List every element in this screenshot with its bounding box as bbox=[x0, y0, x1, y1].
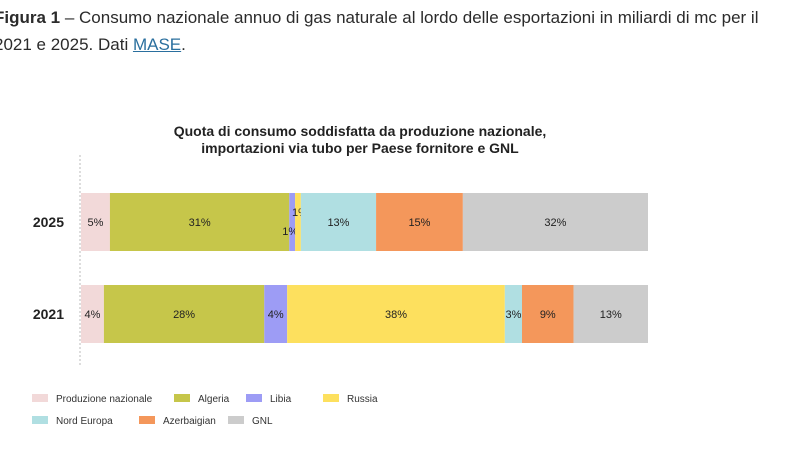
category-label-2021: 2021 bbox=[33, 306, 64, 322]
figure-caption: Figura 1 – Consumo nazionale annuo di ga… bbox=[0, 4, 794, 58]
bar-2021-azerbaigian bbox=[522, 285, 574, 343]
bar-2021-libia bbox=[264, 285, 288, 343]
value-label-2021-produzione-nazionale: 4% bbox=[85, 309, 101, 321]
value-label-2025-gnl: 32% bbox=[544, 217, 566, 229]
bar-2021-produzione-nazionale bbox=[81, 285, 104, 343]
value-label-2021-russia: 38% bbox=[385, 309, 407, 321]
legend-swatch-nord-europa bbox=[32, 416, 48, 424]
bar-2025-produzione-nazionale bbox=[81, 193, 110, 251]
bar-2025-algeria bbox=[109, 193, 290, 251]
legend-label-gnl: GNL bbox=[252, 416, 273, 427]
legend-swatch-azerbaigian bbox=[139, 416, 155, 424]
chart-title-line-2: importazioni via tubo per Paese fornitor… bbox=[201, 140, 519, 156]
bar-2021-russia bbox=[287, 285, 505, 343]
legend-label-libia: Libia bbox=[270, 394, 292, 405]
figure-text: Consumo nazionale annuo di gas naturale … bbox=[0, 8, 759, 54]
legend-swatch-libia bbox=[246, 394, 262, 402]
figure-end: . bbox=[181, 35, 186, 54]
value-label-2021-gnl: 13% bbox=[600, 309, 622, 321]
value-label-2025-libia: 1% bbox=[282, 226, 298, 238]
bar-2025-libia bbox=[289, 193, 296, 251]
bar-2025-nord-europa bbox=[300, 193, 377, 251]
bar-2025-gnl bbox=[462, 193, 648, 251]
category-label-2025: 2025 bbox=[33, 214, 64, 230]
value-label-2021-azerbaigian: 9% bbox=[540, 309, 556, 321]
bar-2021-gnl bbox=[573, 285, 648, 343]
legend-label-russia: Russia bbox=[347, 394, 378, 405]
value-label-2021-libia: 4% bbox=[268, 309, 284, 321]
chart-title-line-1: Quota di consumo soddisfatta da produzio… bbox=[174, 123, 547, 139]
value-label-2025-azerbaigian: 15% bbox=[408, 217, 430, 229]
bar-2025-russia bbox=[295, 193, 301, 251]
legend: Produzione nazionale Algeria Libia Russia No… bbox=[32, 394, 378, 427]
legend-label-produzione-nazionale: Produzione nazionale bbox=[56, 394, 153, 405]
figure-dash: – bbox=[60, 8, 80, 27]
bar-2025-azerbaigian bbox=[376, 193, 463, 251]
value-label-2025-nord-europa: 13% bbox=[327, 217, 349, 229]
bar-2021-algeria bbox=[103, 285, 265, 343]
bar-2021-nord-europa bbox=[504, 285, 522, 343]
value-label-2021-algeria: 28% bbox=[173, 309, 195, 321]
value-label-2025-algeria: 31% bbox=[189, 217, 211, 229]
figure-label: Figura 1 bbox=[0, 8, 61, 27]
legend-label-algeria: Algeria bbox=[198, 394, 230, 405]
legend-swatch-algeria bbox=[174, 394, 190, 402]
value-label-2021-nord-europa: 3% bbox=[505, 309, 521, 321]
legend-swatch-russia bbox=[323, 394, 339, 402]
legend-label-nord-europa: Nord Europa bbox=[56, 416, 113, 427]
bars-group: 2025 5% 31%1%1%13% 15% 32%2021 4% 28% 4% 38% 3% 9%… bbox=[33, 193, 648, 343]
legend-swatch-gnl bbox=[228, 416, 244, 424]
legend-swatch-produzione-nazionale bbox=[32, 394, 48, 402]
mase-link[interactable]: MASE bbox=[132, 35, 182, 54]
value-label-2025-produzione-nazionale: 5% bbox=[88, 217, 104, 229]
legend-label-azerbaigian: Azerbaigian bbox=[163, 416, 216, 427]
